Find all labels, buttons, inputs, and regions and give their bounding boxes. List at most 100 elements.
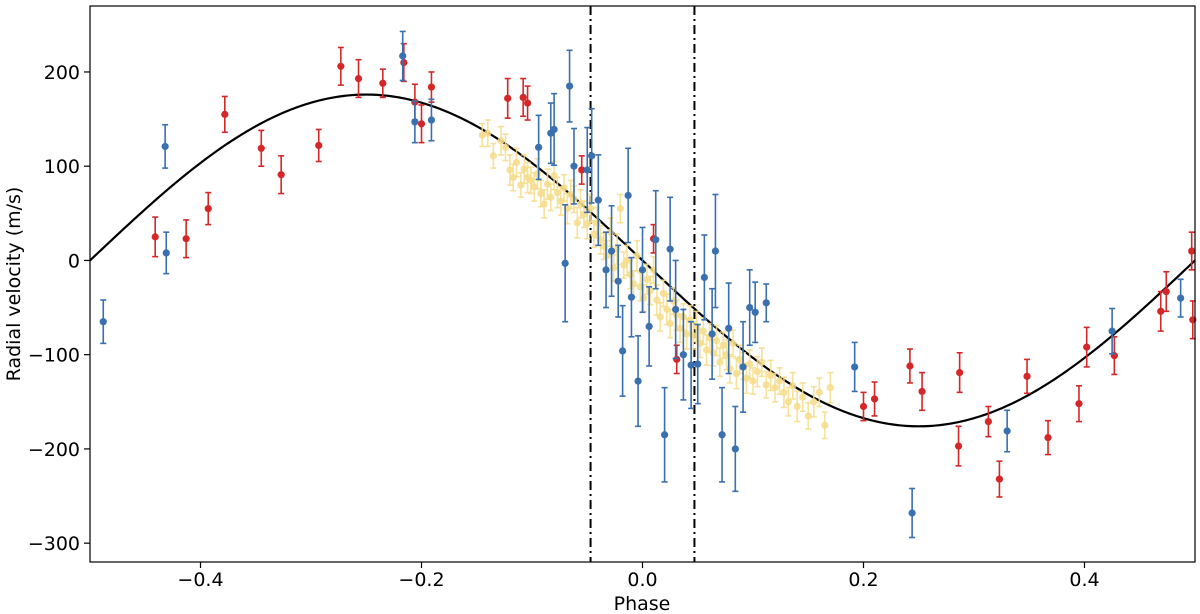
data-point [712, 336, 721, 345]
data-point [590, 230, 598, 238]
data-point [478, 131, 486, 139]
data-point [484, 129, 492, 137]
data-point [523, 99, 532, 107]
data-point [711, 247, 720, 255]
data-point [578, 166, 586, 174]
data-point [908, 509, 916, 517]
data-point [859, 402, 868, 411]
data-point [638, 266, 647, 274]
data-point [729, 339, 737, 347]
data-point [736, 355, 744, 363]
data-point [810, 398, 818, 406]
data-point [535, 143, 543, 151]
data-point [337, 62, 345, 70]
data-point [537, 189, 545, 198]
data-point [771, 384, 779, 392]
x-tick-label: 0.4 [1069, 569, 1099, 591]
data-point [870, 395, 879, 403]
x-tick-label: 0.2 [848, 569, 878, 591]
data-point [742, 374, 750, 382]
y-tick-label: 0 [68, 250, 80, 272]
data-point [739, 363, 747, 371]
vertical-lines [589, 6, 696, 562]
data-point [557, 197, 565, 205]
x-tick-label: 0.0 [627, 569, 657, 591]
data-point [815, 388, 823, 396]
data-point [586, 205, 595, 213]
data-point [583, 166, 591, 174]
data-point [565, 82, 574, 90]
data-point [645, 322, 653, 331]
data-point [653, 296, 661, 304]
x-axis-ticks: −0.4 −0.2 0.0 0.2 0.4 [177, 562, 1100, 591]
data-point [616, 205, 625, 213]
data-point [1083, 343, 1091, 351]
data-point [1108, 327, 1116, 335]
data-point [652, 236, 660, 244]
data-point [550, 125, 558, 134]
data-point [731, 445, 739, 453]
data-point [821, 421, 829, 429]
data-point [746, 360, 754, 368]
data-point [732, 369, 741, 378]
data-point [315, 141, 323, 150]
data-point [1162, 287, 1170, 296]
data-point [661, 431, 669, 439]
data-point [399, 52, 407, 60]
data-point [204, 205, 212, 213]
data-point [1075, 400, 1083, 408]
data-point [182, 235, 190, 243]
data-point [683, 330, 691, 338]
data-point [624, 191, 632, 200]
data-point [784, 398, 792, 406]
data-point [789, 382, 797, 390]
data-point [726, 365, 734, 373]
data-point [553, 188, 562, 197]
data-point [793, 402, 801, 411]
data-point [851, 363, 859, 371]
data-point [540, 200, 548, 208]
x-tick-label: −0.2 [398, 569, 444, 591]
data-point [162, 249, 170, 257]
data-point [627, 293, 636, 301]
data-point [506, 166, 514, 174]
data-point [379, 79, 387, 87]
y-tick-label: −200 [28, 439, 80, 461]
data-point [634, 377, 642, 385]
data-point [762, 381, 770, 389]
data-point [519, 93, 527, 102]
data-point [427, 116, 436, 124]
data-point [561, 259, 569, 267]
data-point [995, 475, 1004, 483]
y-tick-label: −300 [28, 533, 80, 555]
data-point [956, 368, 964, 377]
data-point [509, 173, 517, 182]
data-point [497, 137, 505, 145]
data-point [749, 377, 757, 385]
data-point [918, 387, 926, 396]
data-point [699, 327, 707, 335]
data-point [672, 305, 680, 314]
y-tick-label: −100 [28, 345, 80, 367]
data-point [257, 144, 265, 152]
data-point [151, 233, 159, 241]
data-point [277, 171, 285, 179]
data-point [659, 289, 668, 298]
data-point [533, 170, 542, 178]
data-point [719, 341, 727, 349]
data-point [679, 351, 687, 359]
data-point [573, 219, 581, 227]
data-point [762, 299, 770, 307]
y-tick-label: 200 [44, 62, 80, 84]
data-point [716, 358, 724, 366]
data-point [543, 180, 552, 188]
data-point [643, 275, 651, 283]
data-point [1188, 247, 1196, 255]
data-point [694, 360, 702, 368]
data-point [583, 220, 591, 228]
data-point [619, 347, 627, 355]
data-point [640, 294, 648, 302]
data-point [512, 158, 521, 167]
data-point [560, 184, 568, 192]
data-point [547, 193, 555, 201]
